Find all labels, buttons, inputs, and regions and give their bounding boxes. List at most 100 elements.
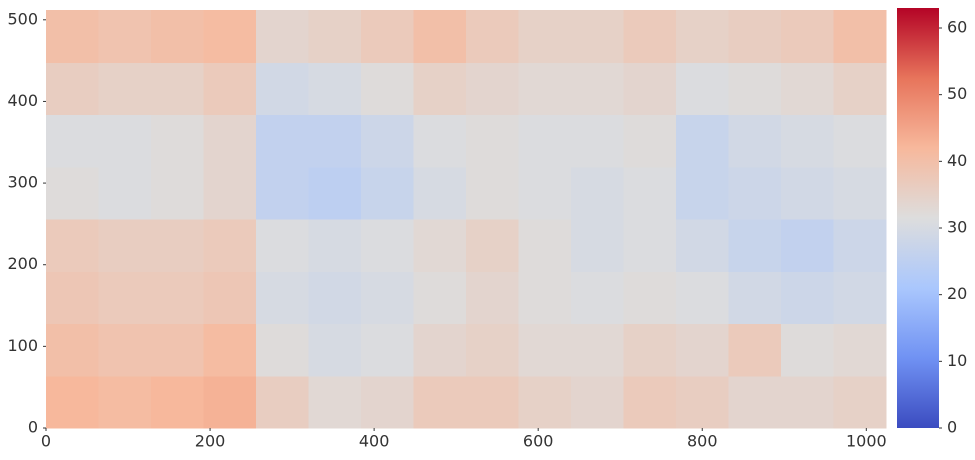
heatmap-cell <box>203 114 257 168</box>
heatmap-cell <box>623 114 677 168</box>
heatmap-cell <box>151 62 204 115</box>
heatmap-cell <box>308 10 362 63</box>
heatmap-cell <box>413 375 467 429</box>
heatmap-cell <box>466 219 519 272</box>
heatmap-cell <box>728 375 782 429</box>
y-tick-label: 200 <box>7 254 38 273</box>
heatmap-cell <box>676 375 729 429</box>
heatmap-cell <box>256 271 309 324</box>
colorbar-tick-label: 50 <box>947 84 967 103</box>
heatmap-cell <box>308 323 362 377</box>
y-tick-label: 500 <box>7 9 38 28</box>
heatmap-cell <box>98 114 152 168</box>
heatmap-cell <box>361 62 414 115</box>
heatmap-cell <box>361 10 414 63</box>
heatmap-cell <box>256 10 309 63</box>
colorbar-tick-label: 10 <box>947 351 967 370</box>
heatmap-cell <box>833 271 887 324</box>
heatmap-cell <box>46 114 99 168</box>
heatmap-cell <box>203 62 257 115</box>
heatmap-cell <box>361 323 414 377</box>
heatmap-cell <box>466 323 519 377</box>
heatmap-cell <box>256 323 309 377</box>
heatmap-cell <box>46 219 99 272</box>
heatmap-cell <box>413 10 467 63</box>
heatmap <box>46 10 887 429</box>
heatmap-cell <box>676 219 729 272</box>
heatmap-cell <box>203 219 257 272</box>
heatmap-cell <box>571 375 624 429</box>
heatmap-cell <box>413 166 467 220</box>
heatmap-cell <box>728 323 782 377</box>
heatmap-cell <box>728 219 782 272</box>
heatmap-cell <box>676 10 729 63</box>
heatmap-cell <box>571 10 624 63</box>
colorbar-tick-label: 60 <box>947 18 967 37</box>
heatmap-cell <box>98 62 152 115</box>
heatmap-cell <box>623 166 677 220</box>
heatmap-cell <box>676 166 729 220</box>
heatmap-cell <box>833 62 887 115</box>
heatmap-cell <box>256 219 309 272</box>
heatmap-cell <box>676 114 729 168</box>
heatmap-cell <box>781 114 834 168</box>
heatmap-cell <box>518 323 572 377</box>
heatmap-cell <box>781 323 834 377</box>
heatmap-cell <box>203 271 257 324</box>
heatmap-cell <box>571 114 624 168</box>
heatmap-cell <box>413 62 467 115</box>
heatmap-cell <box>466 166 519 220</box>
heatmap-cell <box>781 62 834 115</box>
heatmap-cell <box>623 10 677 63</box>
heatmap-cell <box>833 219 887 272</box>
heatmap-cell <box>256 375 309 429</box>
heatmap-cell <box>781 375 834 429</box>
heatmap-cell <box>98 375 152 429</box>
heatmap-cell <box>361 166 414 220</box>
heatmap-cell <box>518 375 572 429</box>
heatmap-cell <box>361 375 414 429</box>
heatmap-cell <box>623 271 677 324</box>
heatmap-cell <box>361 219 414 272</box>
heatmap-cell <box>466 375 519 429</box>
x-tick-label: 200 <box>195 432 226 451</box>
heatmap-cell <box>98 10 152 63</box>
heatmap-cell <box>256 114 309 168</box>
colorbar <box>897 8 939 428</box>
heatmap-cell <box>46 271 99 324</box>
y-tick-label: 300 <box>7 173 38 192</box>
heatmap-cell <box>308 62 362 115</box>
x-tick-label: 1000 <box>846 432 887 451</box>
heatmap-cell <box>833 114 887 168</box>
heatmap-cell <box>833 375 887 429</box>
heatmap-cell <box>308 271 362 324</box>
heatmap-cell <box>203 10 257 63</box>
heatmap-cell <box>413 219 467 272</box>
heatmap-cell <box>151 114 204 168</box>
heatmap-cell <box>361 271 414 324</box>
heatmap-cell <box>151 219 204 272</box>
heatmap-cell <box>623 375 677 429</box>
heatmap-cell <box>728 62 782 115</box>
heatmap-cell <box>466 271 519 324</box>
heatmap-cell <box>413 271 467 324</box>
heatmap-cell <box>728 114 782 168</box>
y-tick-label: 100 <box>7 336 38 355</box>
heatmap-cell <box>413 114 467 168</box>
heatmap-cell <box>833 323 887 377</box>
heatmap-cell <box>781 271 834 324</box>
heatmap-cell <box>151 271 204 324</box>
heatmap-cell <box>518 62 572 115</box>
heatmap-cell <box>46 323 99 377</box>
heatmap-cell <box>623 323 677 377</box>
heatmap-cell <box>203 375 257 429</box>
heatmap-cell <box>518 114 572 168</box>
colorbar-tick-label: 40 <box>947 151 967 170</box>
colorbar-tick-label: 0 <box>947 418 957 437</box>
heatmap-cell <box>256 62 309 115</box>
heatmap-cell <box>623 219 677 272</box>
heatmap-cell <box>203 323 257 377</box>
heatmap-cell <box>46 10 99 63</box>
heatmap-cell <box>98 219 152 272</box>
heatmap-cell <box>728 271 782 324</box>
